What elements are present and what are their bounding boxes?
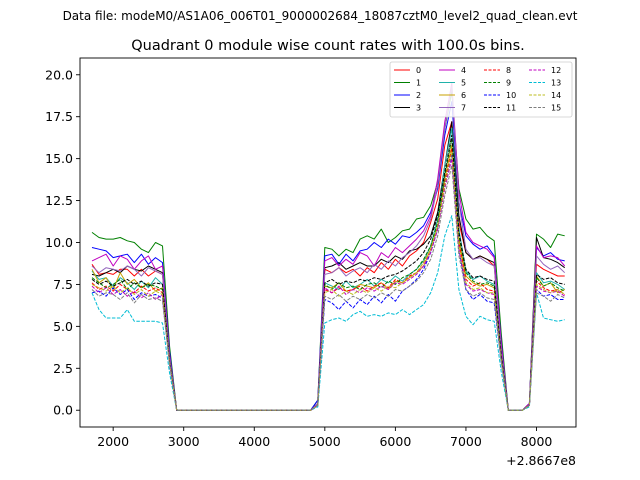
legend-label-6: 6 <box>461 91 466 100</box>
y-tick-label: 12.5 <box>45 193 73 208</box>
legend-label-2: 2 <box>416 91 421 100</box>
series-line-13 <box>91 215 565 411</box>
legend-label-13: 13 <box>551 79 561 88</box>
legend-label-1: 1 <box>416 79 421 88</box>
legend-label-8: 8 <box>506 66 511 75</box>
legend-label-9: 9 <box>506 79 511 88</box>
y-tick-label: 10.0 <box>45 235 73 250</box>
data-file-header: Data file: modeM0/AS1A06_006T01_90000026… <box>63 9 578 23</box>
y-tick-label: 2.5 <box>53 361 73 376</box>
y-tick-label: 0.0 <box>53 403 73 418</box>
chart-title: Quadrant 0 module wise count rates with … <box>131 38 525 54</box>
legend-label-7: 7 <box>461 104 466 113</box>
plot-area: 2000 3000 4000 5000 6000 7000 8000 0.0 2.5 5.0 7.… <box>45 57 577 449</box>
x-axis: 2000 3000 4000 5000 6000 7000 8000 <box>97 427 552 449</box>
x-tick-label: 2000 <box>97 434 129 449</box>
x-tick-label: 7000 <box>450 434 482 449</box>
series-line-1 <box>91 91 565 411</box>
legend-label-11: 11 <box>506 104 516 113</box>
legend-label-12: 12 <box>551 66 561 75</box>
legend-label-4: 4 <box>461 66 466 75</box>
x-offset-label: +2.8667e8 <box>506 453 576 468</box>
x-tick-label: 6000 <box>379 434 411 449</box>
x-tick-label: 5000 <box>309 434 341 449</box>
series-line-14 <box>91 151 565 411</box>
y-tick-label: 7.5 <box>53 277 73 292</box>
legend-label-5: 5 <box>461 79 466 88</box>
series-line-15 <box>91 164 565 411</box>
legend-box <box>389 61 573 118</box>
y-axis: 0.0 2.5 5.0 7.5 10.0 12.5 15.0 17.5 20.0 <box>45 67 80 418</box>
x-tick-label: 3000 <box>168 434 200 449</box>
y-tick-label: 5.0 <box>53 319 73 334</box>
legend-label-0: 0 <box>416 66 421 75</box>
legend-label-10: 10 <box>506 91 516 100</box>
series-line-12 <box>91 158 565 411</box>
legend-label-15: 15 <box>551 104 561 113</box>
y-tick-label: 15.0 <box>45 151 73 166</box>
series-layer <box>91 82 566 411</box>
y-tick-label: 20.0 <box>45 67 73 82</box>
axes-background <box>80 58 576 427</box>
legend-label-14: 14 <box>551 91 561 100</box>
x-tick-label: 4000 <box>238 434 270 449</box>
y-tick-label: 17.5 <box>45 109 73 124</box>
legend-label-3: 3 <box>416 104 421 113</box>
x-tick-label: 8000 <box>521 434 553 449</box>
